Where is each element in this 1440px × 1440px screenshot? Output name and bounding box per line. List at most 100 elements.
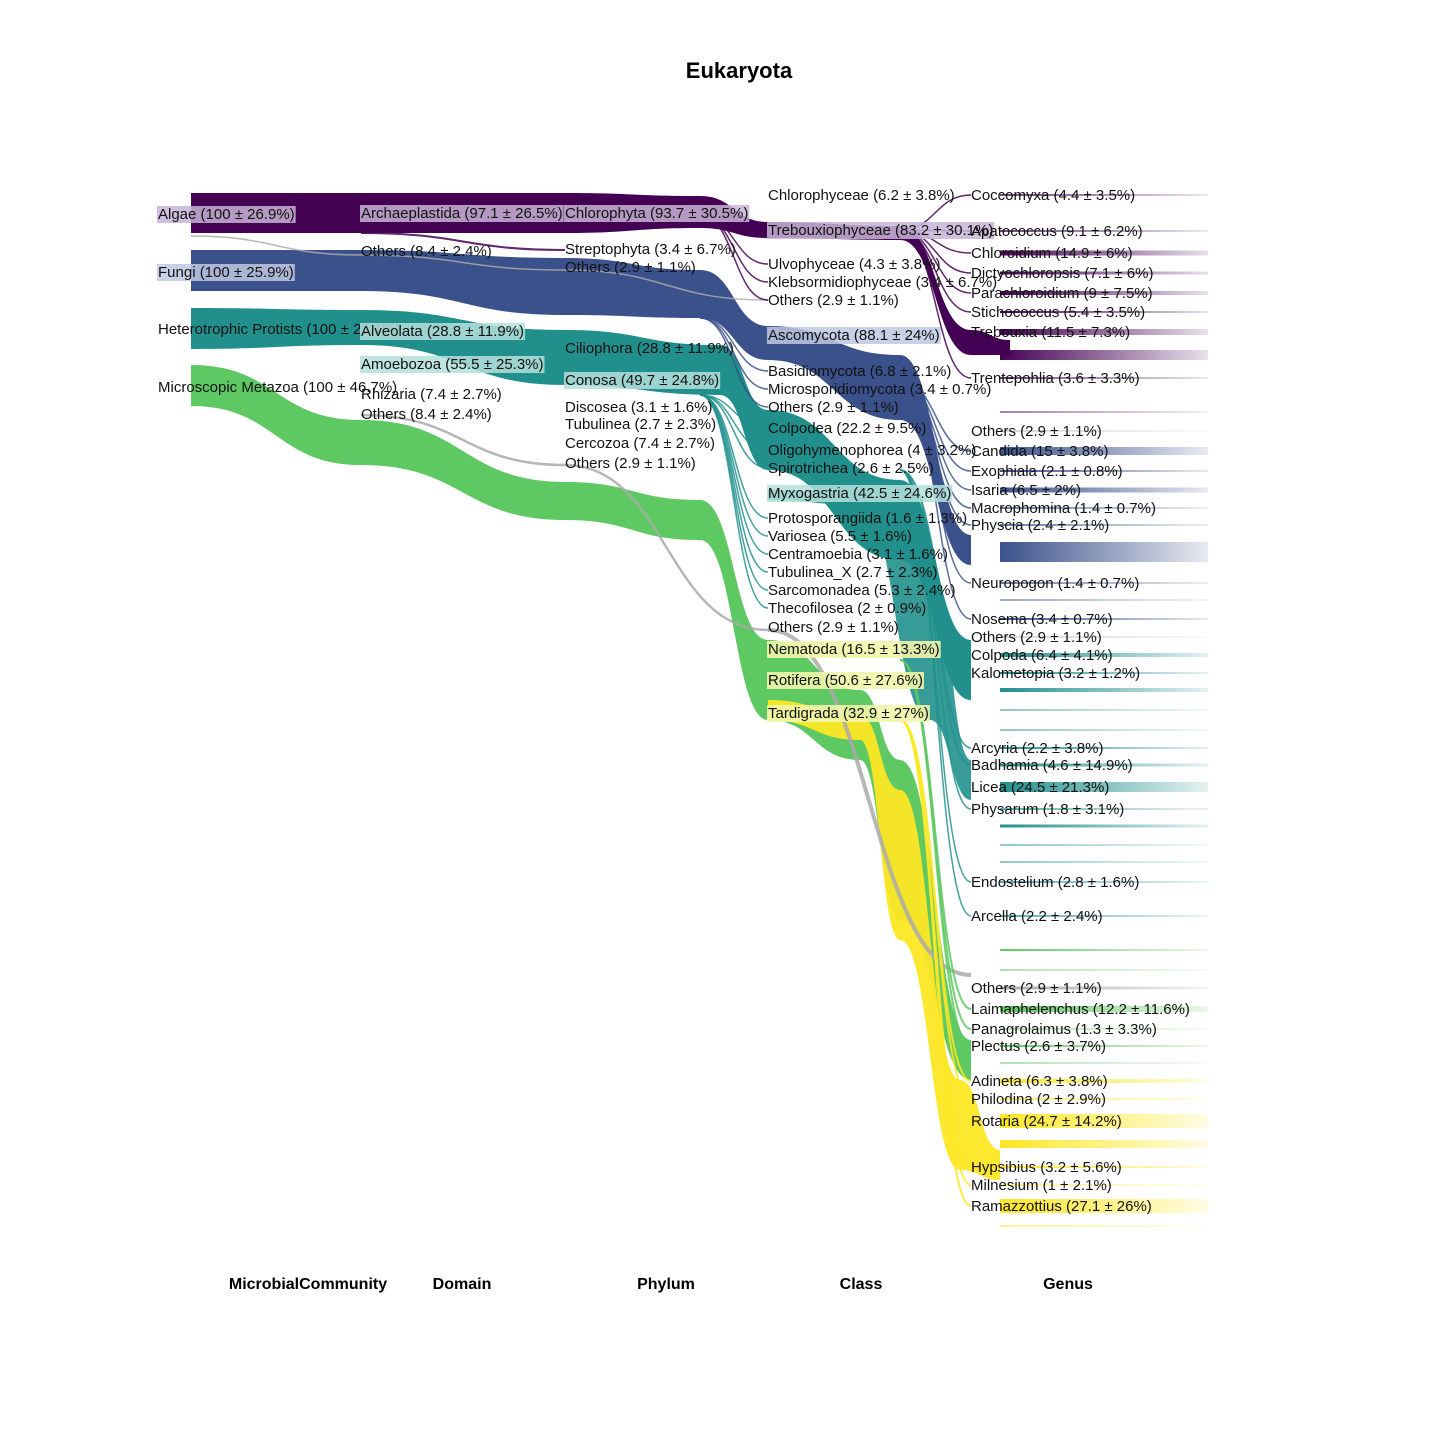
genus-tail-flow	[1000, 808, 1208, 810]
genus-tail-flow	[1000, 881, 1208, 883]
genus-tail-flow	[1000, 653, 1208, 657]
genus-tail-flow	[1000, 350, 1208, 360]
node-label: Endostelium (2.8 ± 1.6%)	[971, 874, 1139, 891]
flow-fungi-genus-4	[899, 379, 972, 526]
genus-tail-flow	[1000, 1166, 1208, 1168]
genus-tail-flow	[1000, 311, 1208, 313]
genus-tail-flow	[1000, 447, 1208, 455]
node-label: Basidiomycota (6.8 ± 2.1%)	[768, 363, 951, 380]
node-label: Chlorophyceae (6.2 ± 3.8%)	[768, 187, 955, 204]
genus-tail-flow	[1000, 329, 1208, 335]
node-label: Philodina (2 ± 2.9%)	[971, 1091, 1106, 1108]
flow-others-6	[360, 413, 566, 467]
genus-tail-flow	[1000, 507, 1208, 509]
node-label-highlight	[360, 205, 564, 222]
node-label-highlight	[767, 485, 953, 502]
genus-tail-flow	[1000, 824, 1208, 828]
node-label: Centramoebia (3.1 ± 1.6%)	[768, 546, 948, 563]
node-label: Rhizaria (7.4 ± 2.7%)	[361, 386, 502, 403]
node-label: Macrophomina (1.4 ± 0.7%)	[971, 500, 1156, 517]
node-label: Parachloroidium (9 ± 7.5%)	[971, 285, 1153, 302]
node-label: Others (2.9 ± 1.1%)	[768, 619, 899, 636]
genus-tail-flow	[1000, 230, 1208, 232]
flow-algae-streptophyta	[360, 232, 566, 251]
genus-tail-flow	[1000, 1114, 1208, 1128]
node-label: Badhamia (4.6 ± 14.9%)	[971, 757, 1133, 774]
genus-tail-flow	[1000, 763, 1208, 767]
genus-tail-flow	[1000, 1225, 1208, 1227]
node-label: Conosa (49.7 ± 24.8%)	[565, 372, 719, 389]
flow-others-4	[564, 463, 769, 632]
node-label: Oligohymenophorea (4 ± 3.2%)	[768, 442, 976, 459]
genus-tail-flow	[1000, 582, 1208, 584]
node-label: Sarcomonadea (5.3 ± 2.4%)	[768, 582, 956, 599]
node-label: Nosema (3.4 ± 0.7%)	[971, 611, 1113, 628]
node-label: Discosea (3.1 ± 1.6%)	[565, 399, 712, 416]
node-label-highlight	[360, 323, 526, 340]
node-label: Amoebozoa (55.5 ± 25.3%)	[361, 356, 544, 373]
node-label: Others (2.9 ± 1.1%)	[565, 259, 696, 276]
node-label: Chloroidium (14.9 ± 6%)	[971, 245, 1133, 262]
node-label: Klebsormidiophyceae (3.4 ± 6.7%)	[768, 274, 997, 291]
genus-tail-flow	[1000, 618, 1208, 620]
node-label: Colpoda (6.4 ± 4.1%)	[971, 647, 1113, 664]
node-label: Tubulinea (2.7 ± 2.3%)	[565, 416, 716, 433]
node-label-highlight	[157, 264, 295, 281]
genus-tail-flow	[1000, 729, 1208, 731]
axis-label-microbialcommunity: MicrobialCommunity	[228, 1276, 388, 1293]
flow-fungi-class-2	[699, 317, 769, 408]
genus-tail-flow	[1000, 470, 1208, 472]
genus-tail-flow	[1000, 969, 1208, 971]
axis-label-class: Class	[839, 1276, 883, 1293]
node-label: Thecofilosea (2 ± 0.9%)	[768, 600, 926, 617]
genus-tail-flow	[1000, 1028, 1208, 1030]
node-label: Myxogastria (42.5 ± 24.6%)	[768, 485, 951, 502]
flow-metazoa-yellow	[768, 700, 1000, 1180]
genus-tail-flow	[1000, 1062, 1208, 1064]
node-label: Apatococcus (9.1 ± 6.2%)	[971, 223, 1143, 240]
genus-tail-flow	[1000, 1140, 1208, 1148]
node-label: Candida (15 ± 3.8%)	[971, 443, 1108, 460]
node-label: Panagrolaimus (1.3 ± 3.3%)	[971, 1021, 1157, 1038]
genus-tail-flow	[1000, 672, 1208, 674]
node-label: Others (8.4 ± 2.4%)	[361, 243, 492, 260]
node-label-highlight	[360, 356, 545, 373]
node-label: Fungi (100 ± 25.9%)	[158, 264, 294, 281]
genus-tail-flow	[1000, 1079, 1208, 1083]
node-label: Algae (100 ± 26.9%)	[158, 206, 295, 223]
node-label: Chlorophyta (93.7 ± 30.5%)	[565, 205, 748, 222]
genus-tail-flow	[1000, 411, 1208, 413]
node-label-highlight	[157, 206, 296, 223]
node-label: Ulvophyceae (4.3 ± 3.8%)	[768, 256, 941, 273]
node-label-highlight	[767, 641, 941, 658]
node-label-highlight	[564, 372, 721, 389]
node-label: Archaeplastida (97.1 ± 26.5%)	[361, 205, 563, 222]
node-label: Neuropogon (1.4 ± 0.7%)	[971, 575, 1139, 592]
node-label-highlight	[767, 327, 941, 344]
flow-others-3	[564, 269, 769, 301]
node-label: Ramazzottius (27.1 ± 26%)	[971, 1198, 1152, 1215]
node-label: Physcia (2.4 ± 2.1%)	[971, 517, 1109, 534]
genus-tail-flow	[1000, 1006, 1208, 1012]
genus-tail-flow	[1000, 430, 1208, 432]
flow-protists-teal	[768, 490, 971, 800]
axis-label-domain: Domain	[432, 1276, 492, 1293]
genus-tail-flow	[1000, 524, 1208, 526]
genus-tail-flow	[1000, 377, 1208, 379]
sankey-node-labels: Algae (100 ± 26.9%) Fungi (100 ± 25.9%) He…	[157, 187, 1190, 1215]
genus-tail-flow	[1000, 542, 1208, 562]
flow-yellow-genus-1	[899, 719, 972, 1100]
node-label: Arcyria (2.2 ± 3.8%)	[971, 740, 1103, 757]
node-label: Trebouxiophyceae (83.2 ± 30.1%)	[768, 222, 993, 239]
node-label: Ciliophora (28.8 ± 11.9%)	[565, 340, 734, 357]
genus-tail-flow	[1000, 747, 1208, 749]
node-label: Plectus (2.6 ± 3.7%)	[971, 1038, 1106, 1055]
flow-protists-genus-1	[899, 469, 972, 674]
node-label: Alveolata (28.8 ± 11.9%)	[361, 323, 524, 340]
genus-tail-flow	[1000, 949, 1208, 951]
node-label: Others (2.9 ± 1.1%)	[768, 292, 899, 309]
genus-tail-flow	[1000, 250, 1208, 256]
node-label: Spirotrichea (2.6 ± 2.5%)	[768, 460, 934, 477]
chart-title: Eukaryota	[685, 58, 793, 83]
